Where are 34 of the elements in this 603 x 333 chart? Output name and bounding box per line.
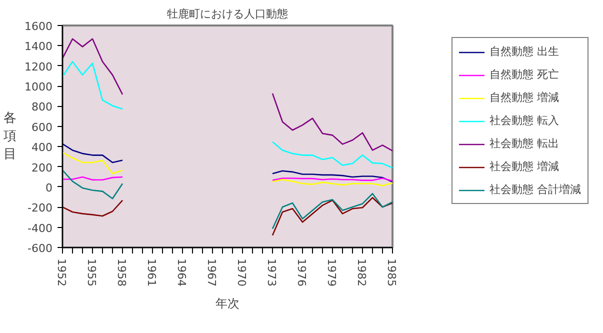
y-tick-label: 1200 (24, 60, 53, 74)
y-tick-label: 200 (32, 161, 53, 174)
legend-label: 社会動態 転入 (490, 113, 559, 128)
chart-title: 牡鹿町における人口動態 (167, 8, 288, 20)
x-tick-label: 1979 (325, 258, 338, 286)
legend-label: 社会動態 転出 (490, 136, 559, 151)
x-tick-label: 1967 (205, 258, 218, 286)
legend-label: 社会動態 増減 (490, 159, 559, 174)
y-tick-label: -400 (28, 222, 53, 235)
y-axis-title: 各項目 (2, 111, 17, 162)
x-tick-label: 1973 (265, 258, 278, 286)
y-tick-label: 800 (32, 100, 53, 114)
y-tick-label: 1400 (24, 40, 53, 54)
y-tick-label: 1000 (24, 80, 53, 94)
y-tick-label: 0 (46, 181, 52, 194)
y-tick-label: 600 (32, 120, 53, 134)
y-tick-label: -200 (28, 202, 53, 215)
x-axis-title: 年次 (216, 296, 240, 310)
y-tick-label: 400 (32, 141, 53, 154)
legend-label: 自然動態 死亡 (490, 67, 559, 82)
x-tick-label: 1958 (115, 258, 128, 286)
x-tick-label: 1961 (145, 258, 158, 286)
x-tick-label: 1952 (55, 258, 68, 286)
x-tick-label: 1982 (355, 258, 368, 286)
x-tick-label: 1976 (295, 258, 308, 286)
x-tick-label: 1985 (385, 258, 398, 286)
x-tick-label: 1970 (235, 258, 248, 286)
y-tick-label: 1600 (24, 20, 53, 33)
legend-label: 社会動態 合計増減 (490, 182, 581, 197)
y-tick-label: -600 (28, 242, 53, 255)
x-tick-label: 1964 (175, 258, 188, 286)
legend-label: 自然動態 増減 (490, 90, 559, 105)
legend-label: 自然動態 出生 (490, 44, 559, 59)
x-tick-label: 1955 (85, 258, 98, 286)
